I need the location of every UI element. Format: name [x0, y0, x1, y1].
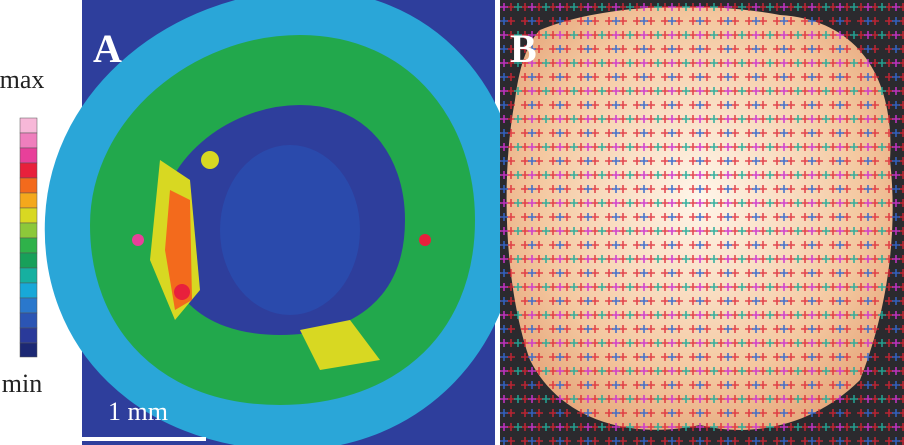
figure: max min A 1 mm — [0, 0, 904, 445]
colorbar-max: max — [0, 65, 44, 94]
colorbar — [20, 118, 37, 357]
panel-a-label: A — [93, 26, 122, 71]
panel-a-image — [82, 0, 495, 445]
panel-b-image — [500, 0, 904, 445]
page: max min A 1 mm — [0, 0, 904, 445]
colorbar-min: min — [2, 369, 42, 398]
panel-b-label: B — [510, 26, 537, 71]
scale-bar-text: 1 mm — [108, 397, 168, 426]
